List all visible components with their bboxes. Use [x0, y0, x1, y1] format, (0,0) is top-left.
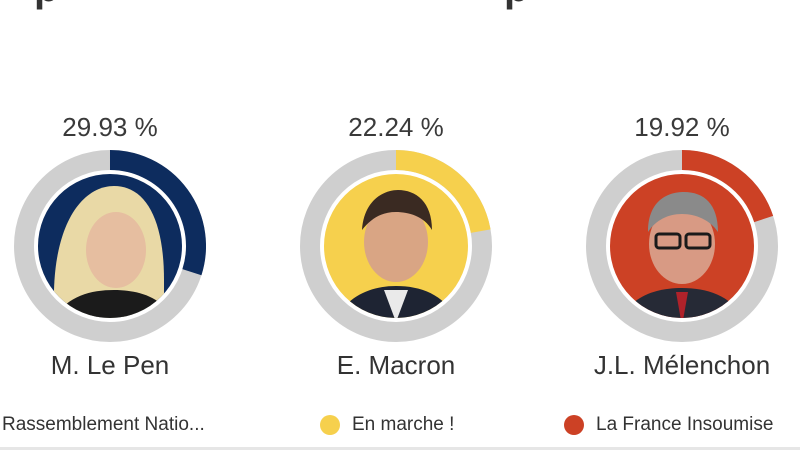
cropped-title: p p: [0, 0, 800, 10]
candidate-macron: 22.24 % E. Macron: [276, 0, 516, 450]
melenchon-portrait: [610, 174, 754, 318]
legend-item-en-marche: En marche !: [320, 414, 454, 436]
legend-label-en-marche: En marche !: [352, 414, 455, 435]
le-pen-percentage: 29.93 %: [62, 112, 158, 142]
legend-dot-en-marche: [320, 415, 340, 435]
donut-arc: [109, 150, 206, 276]
candidate-melenchon: 19.92 % J.L. Mélenchon: [562, 0, 800, 450]
le-pen-donut: [14, 150, 206, 342]
melenchon-percentage: 19.92 %: [634, 112, 730, 142]
legend-dot-lfi: [564, 415, 584, 435]
donut-arc: [395, 150, 491, 234]
donut-arc: [681, 150, 774, 223]
legend-label-rn: Rassemblement Natio...: [2, 414, 205, 435]
macron-percentage: 22.24 %: [348, 112, 444, 142]
macron-portrait: [324, 174, 468, 318]
le-pen-portrait: [38, 174, 182, 318]
macron-donut: [300, 150, 492, 342]
candidate-le-pen: 29.93 % M. Le Pen: [0, 0, 230, 450]
melenchon-donut: [586, 150, 778, 342]
legend-label-lfi: La France Insoumise: [596, 414, 774, 435]
bottom-divider: [0, 447, 800, 450]
melenchon-name: J.L. Mélenchon: [593, 350, 771, 380]
legend-item-lfi: La France Insoumise: [564, 414, 773, 436]
legend-item-rn: Rassemblement Natio...: [2, 414, 205, 436]
le-pen-name: M. Le Pen: [50, 350, 170, 380]
macron-name: E. Macron: [336, 350, 456, 380]
